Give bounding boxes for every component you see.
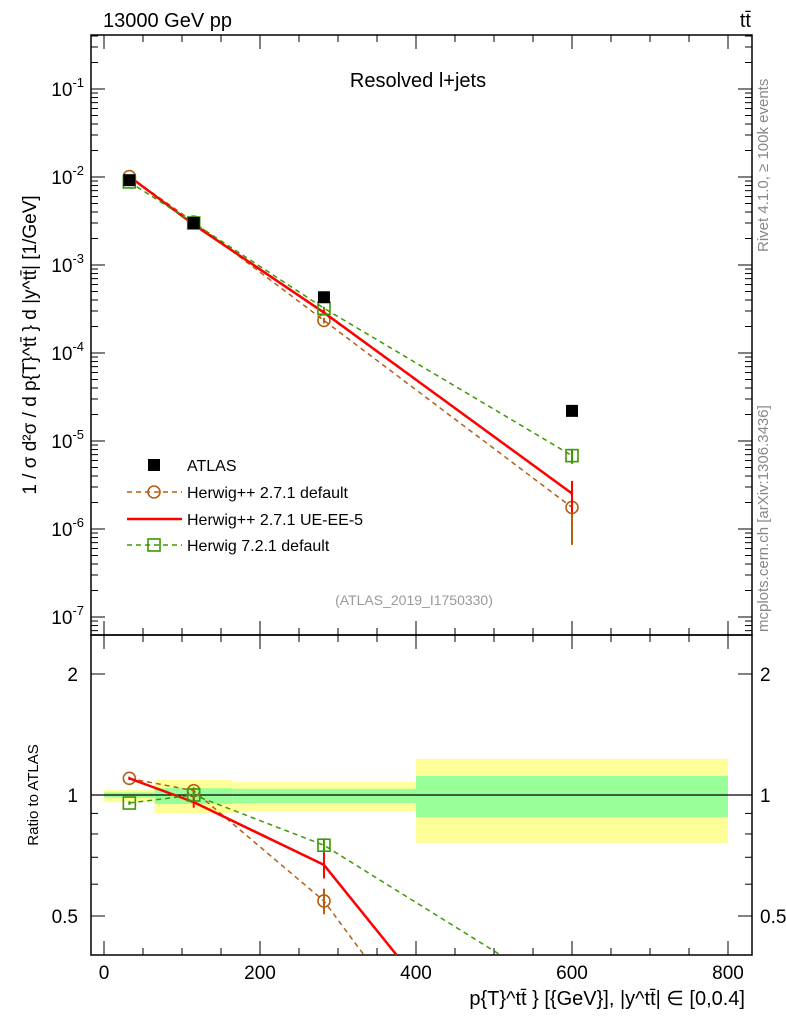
analysis-label: (ATLAS_2019_I1750330) [335,592,493,608]
uncertainty-band-inner [232,788,416,804]
mcplots-label: mcplots.cern.ch [arXiv:1306.3436] [755,405,772,632]
ratio-marker [122,796,137,810]
series-line-main [128,181,573,457]
x-tick-label: 200 [244,963,276,984]
x-tick-label: 0 [99,963,110,984]
atlas-data-point [123,174,136,187]
ratio-tick-label-right: 1 [760,786,771,807]
header-left: 13000 GeV pp [103,10,232,32]
rivet-label: Rivet 4.1.0, ≥ 100k events [755,79,772,252]
atlas-data-point [566,404,578,417]
legend-label: Herwig 7.2.1 default [187,538,330,555]
series-marker [565,448,579,463]
ratio-y-axis-label: Ratio to ATLAS [25,744,42,845]
y-tick-label: 10-7 [51,603,84,629]
ratio-marker [317,894,331,908]
y-tick-label: 10-5 [51,427,84,453]
ratio-marker [317,838,331,853]
ratio-tick-label-right: 2 [760,665,771,686]
y-axis-label: 1 / σ d²σ / d p{T}^tt̄ } d |y^tt̄| [1/Ge… [20,195,41,494]
atlas-data-point [187,217,200,230]
series-line-ratio [128,777,398,956]
uncertainty-band-inner [416,775,728,818]
x-axis-label: p{T}^tt̄ } [{GeV}], |y^tt̄| ∈ [0,0.4] [469,988,745,1010]
header-right: tt̄ [740,10,752,32]
x-tick-label: 400 [400,963,432,984]
ratio-tick-label-right: 0.5 [760,907,786,928]
ratio-marker [122,771,137,786]
legend-label-atlas: ATLAS [187,458,237,475]
y-tick-label: 10-4 [51,339,84,365]
x-tick-label: 600 [556,963,588,984]
legend-label: Herwig++ 2.7.1 UE-EE-5 [187,512,363,529]
ratio-tick-label: 0.5 [52,907,78,928]
y-tick-label: 10-2 [51,163,84,189]
y-tick-label: 10-1 [51,75,84,101]
legend: ATLAS Herwig++ 2.7.1 default Herwig++ 2.7.… [127,458,363,555]
series-line-main [128,175,573,495]
ratio-series-group [122,771,501,956]
ratio-tick-label: 1 [67,786,78,807]
chart-title: Resolved l+jets [350,70,486,92]
legend-label: Herwig++ 2.7.1 default [187,485,349,502]
ratio-marker [186,788,201,802]
y-tick-label: 10-6 [51,515,84,541]
legend-marker [147,538,161,552]
atlas-data-point [317,291,330,304]
ratio-tick-label: 2 [67,665,78,686]
x-tick-label: 800 [712,963,744,984]
legend-atlas-marker [148,459,160,471]
y-tick-label: 10-3 [51,251,84,277]
main-series-group [122,169,579,545]
series-line-ratio [129,794,501,956]
legend-marker [147,485,161,499]
